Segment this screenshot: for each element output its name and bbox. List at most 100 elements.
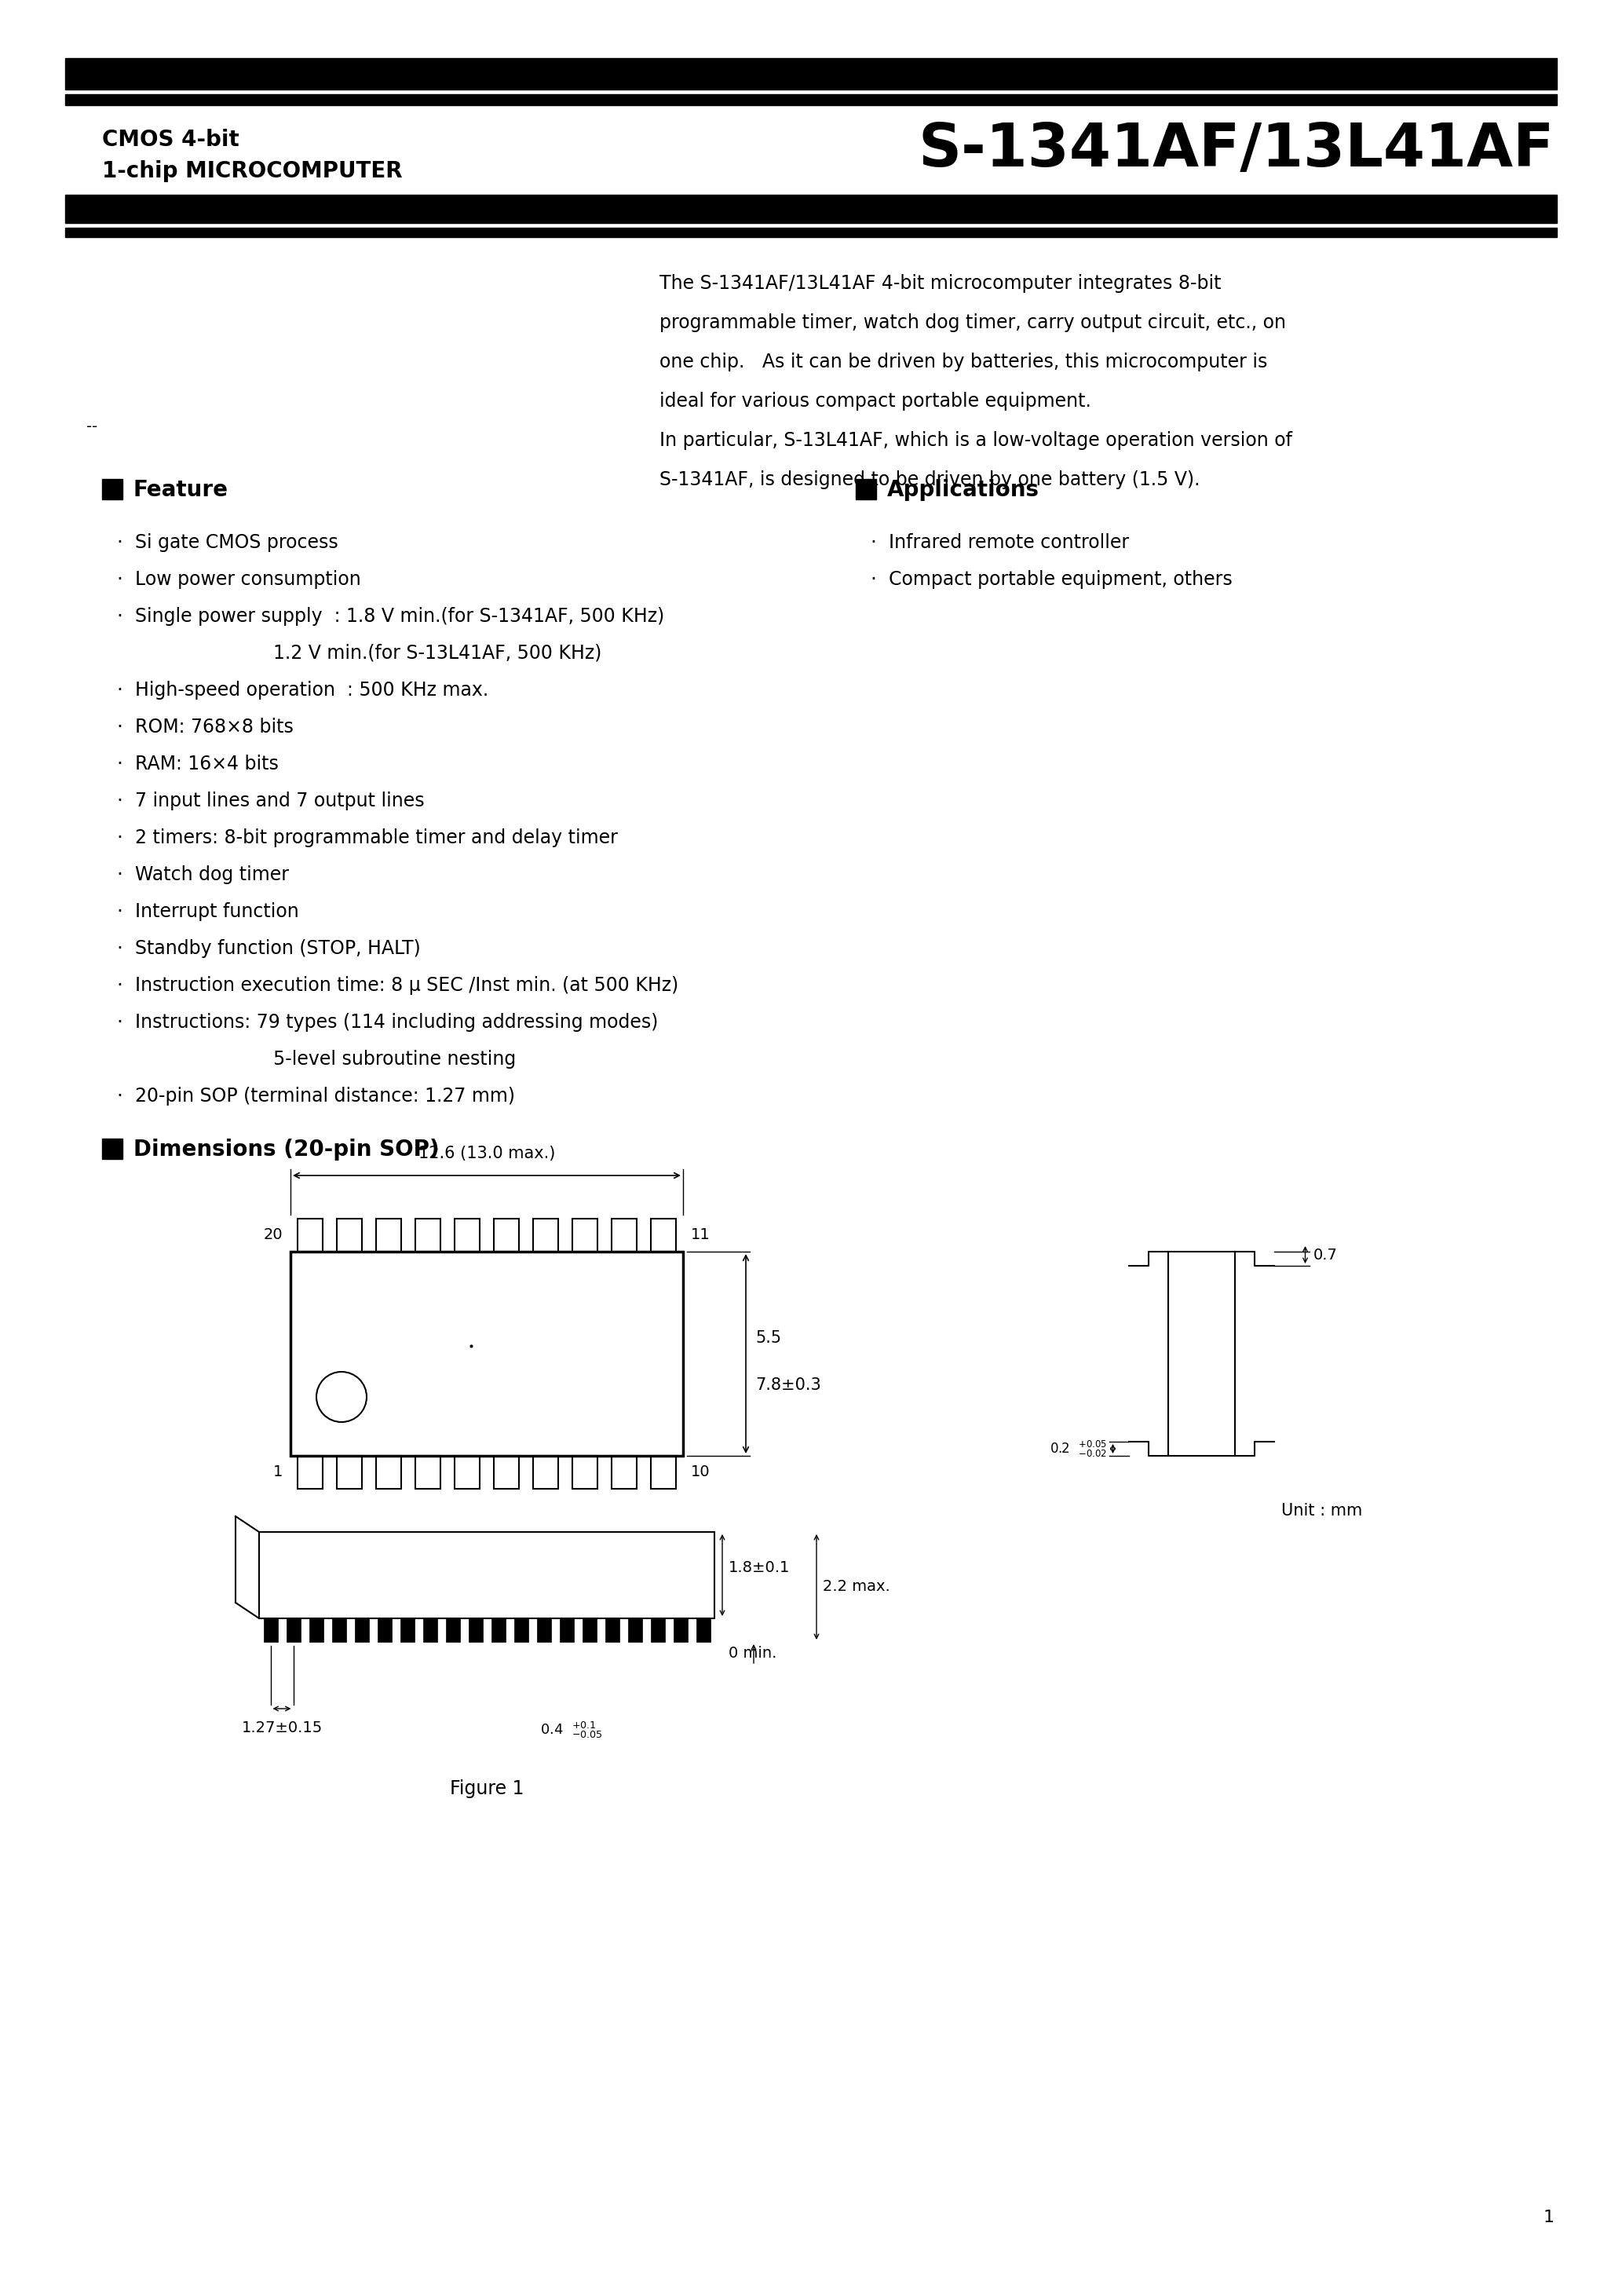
Text: RAM: 16×4 bits: RAM: 16×4 bits bbox=[135, 755, 279, 774]
Bar bbox=[337, 1219, 362, 1251]
Bar bbox=[297, 1219, 323, 1251]
Bar bbox=[611, 1456, 637, 1488]
Text: 0.4  $^{+0.1}_{-0.05}$: 0.4 $^{+0.1}_{-0.05}$ bbox=[540, 1720, 603, 1740]
Text: S-1341AF/13L41AF: S-1341AF/13L41AF bbox=[918, 122, 1554, 179]
Bar bbox=[628, 1619, 642, 1642]
Text: --: -- bbox=[86, 420, 97, 434]
Text: ROM: 768×8 bits: ROM: 768×8 bits bbox=[135, 719, 294, 737]
Bar bbox=[285, 1619, 300, 1642]
Text: ·: · bbox=[117, 719, 123, 737]
Text: ·: · bbox=[869, 533, 876, 551]
Text: Watch dog timer: Watch dog timer bbox=[135, 866, 289, 884]
Text: High-speed operation  : 500 KHz max.: High-speed operation : 500 KHz max. bbox=[135, 682, 488, 700]
Bar bbox=[673, 1619, 688, 1642]
Bar bbox=[337, 1456, 362, 1488]
Text: In particular, S-13L41AF, which is a low-voltage operation version of: In particular, S-13L41AF, which is a low… bbox=[660, 432, 1293, 450]
Text: 1: 1 bbox=[1544, 2209, 1554, 2225]
Text: Applications: Applications bbox=[887, 480, 1040, 501]
Text: Si gate CMOS process: Si gate CMOS process bbox=[135, 533, 337, 551]
Bar bbox=[493, 1219, 519, 1251]
Bar bbox=[260, 1531, 714, 1619]
Text: 0.2  $^{+0.05}_{-0.02}$: 0.2 $^{+0.05}_{-0.02}$ bbox=[1049, 1440, 1106, 1458]
Bar bbox=[355, 1619, 368, 1642]
Text: Figure 1: Figure 1 bbox=[449, 1779, 524, 1798]
Text: Single power supply  : 1.8 V min.(for S-1341AF, 500 KHz): Single power supply : 1.8 V min.(for S-1… bbox=[135, 606, 665, 627]
Bar bbox=[415, 1219, 441, 1251]
Text: 11: 11 bbox=[691, 1228, 710, 1242]
Bar bbox=[65, 195, 1557, 223]
Bar bbox=[856, 480, 876, 501]
Text: Dimensions (20-pin SOP): Dimensions (20-pin SOP) bbox=[133, 1139, 440, 1159]
Bar bbox=[534, 1456, 558, 1488]
Text: ·: · bbox=[117, 829, 123, 847]
Bar bbox=[297, 1456, 323, 1488]
Text: Instruction execution time: 8 μ SEC /Inst min. (at 500 KHz): Instruction execution time: 8 μ SEC /Ins… bbox=[135, 976, 678, 994]
Text: S-1341AF, is designed to be driven by one battery (1.5 V).: S-1341AF, is designed to be driven by on… bbox=[660, 471, 1200, 489]
Text: ·: · bbox=[117, 682, 123, 700]
Bar bbox=[493, 1456, 519, 1488]
Text: 0 min.: 0 min. bbox=[728, 1646, 777, 1660]
Bar bbox=[491, 1619, 504, 1642]
Text: ·: · bbox=[117, 606, 123, 627]
Text: 7.8±0.3: 7.8±0.3 bbox=[756, 1378, 821, 1394]
Text: 2 timers: 8-bit programmable timer and delay timer: 2 timers: 8-bit programmable timer and d… bbox=[135, 829, 618, 847]
Text: 1-chip MICROCOMPUTER: 1-chip MICROCOMPUTER bbox=[102, 161, 402, 181]
Bar bbox=[469, 1619, 482, 1642]
Text: 20: 20 bbox=[263, 1228, 282, 1242]
Text: ·: · bbox=[869, 569, 876, 588]
Bar bbox=[376, 1219, 401, 1251]
Bar bbox=[573, 1219, 597, 1251]
Bar bbox=[65, 57, 1557, 90]
Text: 7 input lines and 7 output lines: 7 input lines and 7 output lines bbox=[135, 792, 425, 810]
Bar bbox=[102, 1139, 123, 1159]
Bar bbox=[573, 1456, 597, 1488]
Bar bbox=[378, 1619, 391, 1642]
Text: programmable timer, watch dog timer, carry output circuit, etc., on: programmable timer, watch dog timer, car… bbox=[660, 312, 1286, 333]
Text: 12.6 (13.0 max.): 12.6 (13.0 max.) bbox=[418, 1146, 555, 1162]
Bar bbox=[696, 1619, 710, 1642]
Bar bbox=[454, 1456, 480, 1488]
Text: 1.27±0.15: 1.27±0.15 bbox=[242, 1720, 323, 1736]
Text: Standby function (STOP, HALT): Standby function (STOP, HALT) bbox=[135, 939, 420, 957]
Text: ·: · bbox=[117, 755, 123, 774]
Bar bbox=[560, 1619, 574, 1642]
Bar bbox=[454, 1219, 480, 1251]
Bar bbox=[534, 1219, 558, 1251]
Bar bbox=[537, 1619, 551, 1642]
Bar bbox=[650, 1219, 676, 1251]
Text: 5.5: 5.5 bbox=[756, 1329, 782, 1345]
Bar bbox=[582, 1619, 597, 1642]
Text: ·: · bbox=[117, 976, 123, 994]
Text: Unit : mm: Unit : mm bbox=[1281, 1504, 1362, 1518]
Bar bbox=[650, 1619, 665, 1642]
Text: Compact portable equipment, others: Compact portable equipment, others bbox=[889, 569, 1233, 588]
Bar bbox=[102, 480, 123, 501]
Bar bbox=[611, 1219, 637, 1251]
Text: ·: · bbox=[117, 533, 123, 551]
Bar bbox=[1168, 1251, 1234, 1456]
Text: 0.7: 0.7 bbox=[1314, 1247, 1337, 1263]
Bar bbox=[333, 1619, 345, 1642]
Text: ideal for various compact portable equipment.: ideal for various compact portable equip… bbox=[660, 393, 1092, 411]
Bar bbox=[290, 1251, 683, 1456]
Text: 20-pin SOP (terminal distance: 1.27 mm): 20-pin SOP (terminal distance: 1.27 mm) bbox=[135, 1086, 516, 1107]
Text: 10: 10 bbox=[691, 1465, 710, 1479]
Text: Feature: Feature bbox=[133, 480, 229, 501]
Bar bbox=[605, 1619, 620, 1642]
Text: Infrared remote controller: Infrared remote controller bbox=[889, 533, 1129, 551]
Bar bbox=[514, 1619, 529, 1642]
Text: ·: · bbox=[117, 902, 123, 921]
Bar bbox=[650, 1456, 676, 1488]
Bar bbox=[376, 1456, 401, 1488]
Bar bbox=[65, 94, 1557, 106]
Text: Low power consumption: Low power consumption bbox=[135, 569, 362, 588]
Text: 2.2 max.: 2.2 max. bbox=[822, 1580, 890, 1593]
Text: Instructions: 79 types (114 including addressing modes): Instructions: 79 types (114 including ad… bbox=[135, 1013, 659, 1031]
Bar bbox=[423, 1619, 436, 1642]
Text: ·: · bbox=[117, 866, 123, 884]
Bar bbox=[415, 1456, 441, 1488]
Text: ·: · bbox=[117, 1013, 123, 1031]
Text: 5-level subroutine nesting: 5-level subroutine nesting bbox=[272, 1049, 516, 1068]
Text: 1: 1 bbox=[272, 1465, 282, 1479]
Bar bbox=[263, 1619, 277, 1642]
